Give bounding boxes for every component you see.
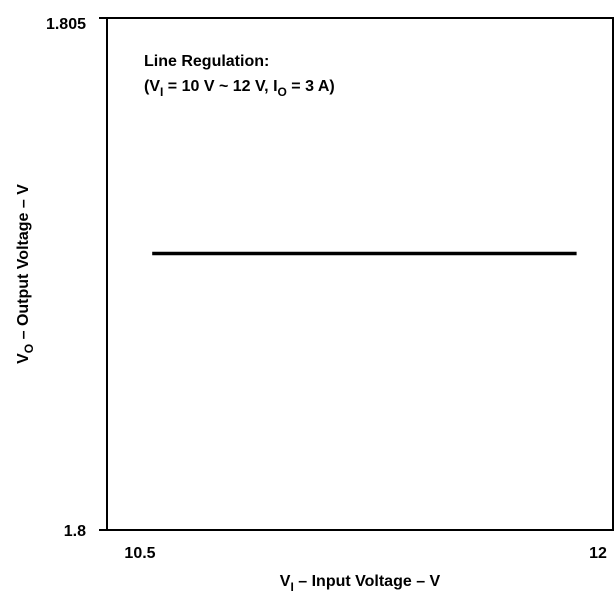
x-axis-text: – Input Voltage – V (294, 573, 441, 590)
tick-marks (99, 17, 107, 531)
x-axis-subscript: I (290, 580, 293, 592)
annotation-line-2: (VI = 10 V ~ 12 V, IO = 3 A) (144, 78, 335, 99)
annotation-part-1: (V (144, 78, 160, 95)
x-tick-label-right: 12 (589, 545, 607, 562)
y-axis-subscript: O (22, 344, 36, 353)
x-axis-title: VI – Input Voltage – V (280, 573, 441, 592)
annotation-part-2: = 10 V ~ 12 V, I (163, 78, 277, 95)
x-tick-label-left: 10.5 (124, 545, 155, 562)
annotation-line-1: Line Regulation: (144, 53, 269, 70)
y-axis-title: VO – Output Voltage – V (15, 184, 36, 364)
y-tick-label-bottom: 1.8 (64, 523, 86, 540)
annotation-part-3: = 3 A) (287, 78, 335, 95)
y-tick-label-top: 1.805 (46, 16, 86, 33)
annotation-sub-1: I (160, 85, 163, 99)
annotation-sub-2: O (278, 85, 287, 99)
plot-frame (106, 17, 614, 531)
y-axis-symbol: V (15, 353, 32, 364)
y-axis-text: – Output Voltage – V (15, 184, 32, 344)
x-axis-symbol: V (280, 573, 291, 590)
